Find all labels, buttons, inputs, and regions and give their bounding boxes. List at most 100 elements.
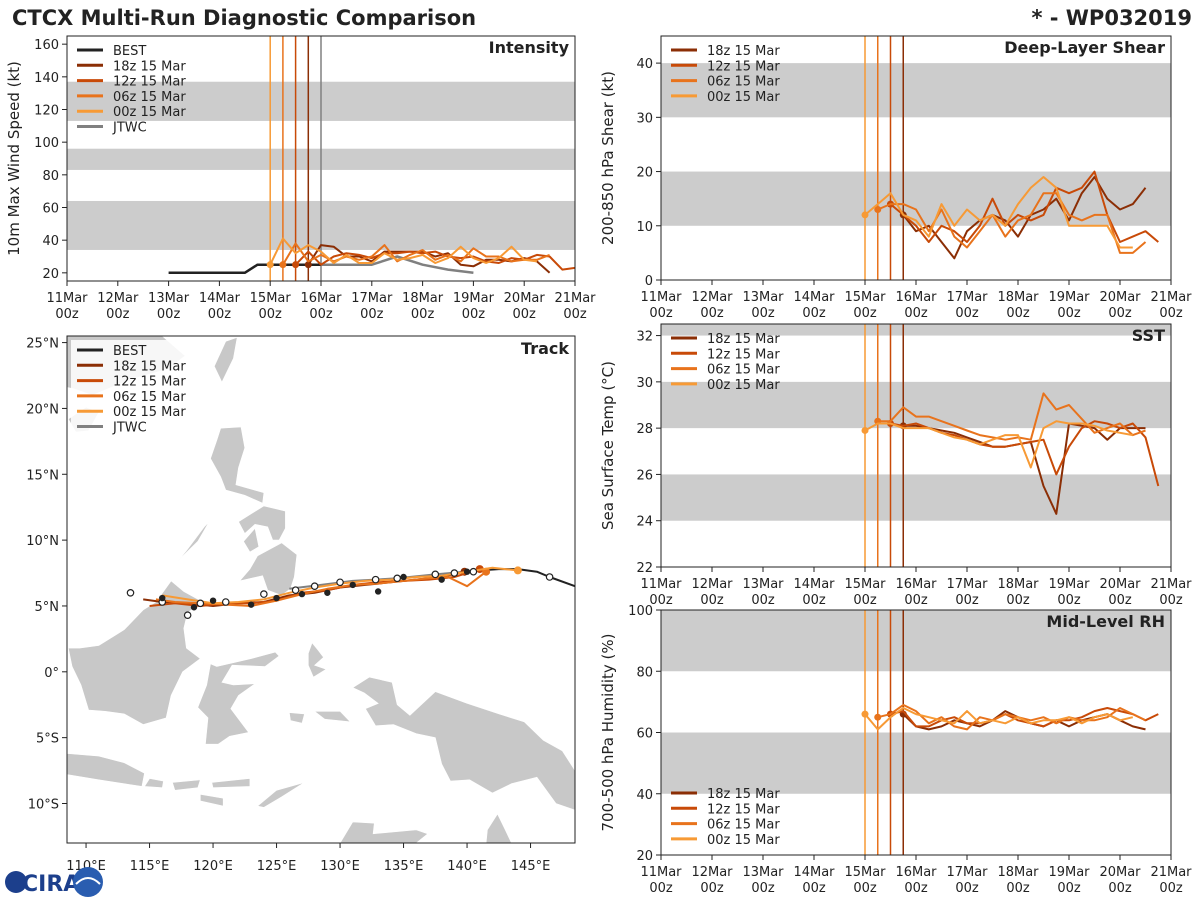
track-start-marker	[513, 566, 522, 575]
intensity-ylabel: 10m Max Wind Speed (kt)	[5, 61, 23, 256]
shear-xtick-label: 18Mar	[997, 290, 1039, 305]
rh-xtick-label: 17Mar	[946, 865, 988, 880]
track-position-filled	[374, 588, 382, 595]
sst-plot-area	[661, 324, 1171, 567]
shear-xtick-label: 00z	[1159, 306, 1183, 321]
intensity-series-start-marker	[266, 261, 274, 269]
sst-xtick-label: 11Mar	[640, 577, 682, 592]
rh-series-start-marker	[874, 713, 882, 721]
land-mass	[67, 704, 68, 712]
sst-xtick-label: 14Mar	[793, 577, 835, 592]
rh-legend-label: 18z 15 Mar	[707, 787, 780, 802]
intensity-xtick-label: 00z	[563, 307, 587, 322]
shear-series-start-marker	[861, 211, 869, 219]
intensity-legend-label: BEST	[113, 44, 146, 59]
intensity-xtick-label: 12Mar	[97, 291, 139, 306]
rh-panel: 2040608010011Mar00z12Mar00z13Mar00z14Mar…	[599, 604, 1192, 896]
track-xtick-label: 130°E	[320, 859, 360, 874]
rh-xtick-label: 00z	[1006, 881, 1030, 896]
track-xtick-label: 125°E	[257, 859, 297, 874]
intensity-ytick-label: 100	[34, 136, 59, 151]
figure-title: CTCX Multi-Run Diagnostic Comparison	[12, 6, 476, 30]
intensity-series-best	[168, 263, 321, 275]
rh-xtick-label: 00z	[1159, 881, 1183, 896]
intensity-ytick-label: 40	[42, 234, 59, 249]
intensity-xtick-label: 00z	[513, 307, 537, 322]
sst-xtick-label: 00z	[1108, 593, 1132, 608]
track-position-open	[371, 575, 380, 584]
shear-xtick-label: 00z	[955, 306, 979, 321]
land-mass	[200, 793, 224, 807]
rh-series-r06	[877, 703, 1146, 731]
sst-shaded-band	[661, 474, 1171, 521]
sst-series-r06	[877, 392, 1146, 441]
sst-shaded-band	[661, 381, 1171, 429]
rh-series-r00	[864, 707, 1134, 731]
track-xtick-label: 135°E	[384, 859, 424, 874]
rh-xtick-label: 15Mar	[844, 865, 886, 880]
shear-shaded-band	[661, 171, 1171, 226]
track-position-open	[469, 567, 478, 576]
intensity-legend-label: 12z 15 Mar	[113, 75, 186, 90]
rh-xtick-label: 00z	[700, 881, 724, 896]
intensity-legend-label: 00z 15 Mar	[113, 105, 186, 120]
rh-plot-area	[661, 610, 1171, 855]
land-mass	[352, 676, 575, 811]
shear-xtick-label: 00z	[1108, 306, 1132, 321]
track-ytick-label: 5°S	[36, 732, 59, 747]
land-mass	[238, 542, 298, 596]
sst-xtick-label: 00z	[1159, 593, 1183, 608]
shear-legend-label: 12z 15 Mar	[707, 59, 780, 74]
shear-xtick-label: 11Mar	[640, 290, 682, 305]
logo-wave-icon	[75, 877, 101, 885]
rh-xtick-label: 00z	[751, 881, 775, 896]
intensity-series-r12	[294, 250, 575, 271]
shear-ytick-label: 20	[636, 166, 653, 181]
intensity-legend-label: JTWC	[112, 121, 147, 136]
intensity-xtick-label: 14Mar	[199, 291, 241, 306]
sst-xtick-label: 15Mar	[844, 577, 886, 592]
intensity-xtick-label: 00z	[106, 307, 130, 322]
track-position-filled	[273, 594, 280, 602]
intensity-legend-label: 06z 15 Mar	[113, 90, 186, 105]
shear-ytick-label: 10	[636, 220, 653, 235]
shear-ylabel: 200-850 hPa Shear (kt)	[599, 71, 617, 245]
track-legend-label: BEST	[113, 344, 146, 359]
rh-xtick-label: 21Mar	[1150, 865, 1192, 880]
rh-xtick-label: 00z	[1108, 881, 1132, 896]
shear-xtick-label: 19Mar	[1048, 290, 1090, 305]
rh-xtick-label: 00z	[904, 881, 928, 896]
shear-xtick-label: 00z	[802, 306, 826, 321]
rh-xtick-label: 00z	[955, 881, 979, 896]
track-position-open	[196, 599, 205, 608]
track-position-open	[260, 590, 268, 598]
track-position-open	[183, 611, 192, 619]
shear-ytick-label: 30	[636, 111, 653, 126]
shear-legend-label: 18z 15 Mar	[707, 44, 780, 59]
land-mass	[143, 778, 164, 789]
sst-legend-label: 18z 15 Mar	[707, 332, 780, 347]
shear-ytick-label: 40	[636, 57, 653, 72]
intensity-xtick-label: 00z	[462, 307, 486, 322]
sst-ytick-label: 28	[636, 422, 653, 437]
shear-xtick-label: 16Mar	[895, 290, 937, 305]
intensity-xtick-label: 00z	[411, 307, 435, 322]
rh-xtick-label: 18Mar	[997, 865, 1039, 880]
rh-shaded-band	[661, 732, 1171, 794]
shear-xtick-label: 00z	[853, 306, 877, 321]
track-legend-label: 00z 15 Mar	[113, 405, 186, 420]
shear-panel: 01020304011Mar00z12Mar00z13Mar00z14Mar00…	[599, 35, 1192, 321]
land-mass	[67, 580, 204, 725]
sst-xtick-label: 16Mar	[895, 577, 937, 592]
sst-panel: 22242628303211Mar00z12Mar00z13Mar00z14Ma…	[599, 323, 1192, 608]
shear-legend-label: 06z 15 Mar	[707, 75, 780, 90]
rh-series-start-marker	[861, 710, 869, 718]
intensity-series-r00	[269, 237, 538, 266]
land-mass	[197, 651, 280, 745]
sst-ytick-label: 24	[636, 515, 653, 530]
rh-xtick-label: 20Mar	[1099, 865, 1141, 880]
rh-xtick-label: 19Mar	[1048, 865, 1090, 880]
track-position-filled	[438, 576, 445, 583]
